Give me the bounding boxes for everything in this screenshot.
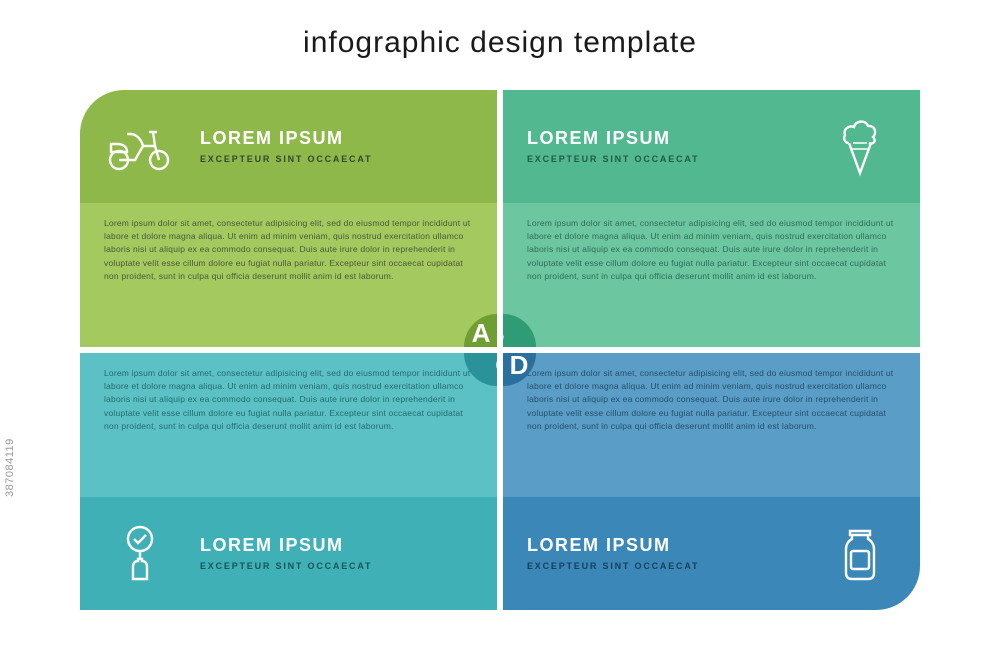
page-title: infographic design template (0, 26, 1000, 60)
panel-c-text: LOREM IPSUM EXCEPTEUR SINT OCCAECAT (200, 536, 497, 572)
badge-b-letter: B (503, 318, 505, 348)
panel-b-heading: LOREM IPSUM (527, 129, 780, 149)
badge-a-letter: A (472, 318, 491, 348)
jar-icon (800, 523, 920, 583)
panel-a-text: LOREM IPSUM EXCEPTEUR SINT OCCAECAT (200, 129, 497, 165)
panel-b-top: LOREM IPSUM EXCEPTEUR SINT OCCAECAT (503, 90, 920, 203)
panel-c-bottom: LOREM IPSUM EXCEPTEUR SINT OCCAECAT (80, 497, 497, 610)
panel-a-heading: LOREM IPSUM (200, 129, 477, 149)
panel-b-subheading: EXCEPTEUR SINT OCCAECAT (527, 154, 780, 164)
panel-d-top: Lorem ipsum dolor sit amet, consectetur … (503, 353, 920, 497)
panel-a: LOREM IPSUM EXCEPTEUR SINT OCCAECAT Lore… (80, 90, 497, 347)
infographic-grid: LOREM IPSUM EXCEPTEUR SINT OCCAECAT Lore… (80, 90, 920, 610)
panel-a-body: Lorem ipsum dolor sit amet, consectetur … (104, 217, 473, 283)
panel-d-body: Lorem ipsum dolor sit amet, consectetur … (527, 367, 896, 433)
panel-d: Lorem ipsum dolor sit amet, consectetur … (503, 353, 920, 610)
panel-c-body: Lorem ipsum dolor sit amet, consectetur … (104, 367, 473, 433)
panel-b: LOREM IPSUM EXCEPTEUR SINT OCCAECAT Lore… (503, 90, 920, 347)
panel-c-heading: LOREM IPSUM (200, 536, 477, 556)
panel-c-top: Lorem ipsum dolor sit amet, consectetur … (80, 353, 497, 497)
panel-d-subheading: EXCEPTEUR SINT OCCAECAT (527, 561, 780, 571)
ice-cream-icon (800, 115, 920, 179)
panel-d-bottom: LOREM IPSUM EXCEPTEUR SINT OCCAECAT (503, 497, 920, 610)
panel-b-bottom: Lorem ipsum dolor sit amet, consectetur … (503, 203, 920, 347)
panel-b-text: LOREM IPSUM EXCEPTEUR SINT OCCAECAT (503, 129, 800, 165)
panel-a-subheading: EXCEPTEUR SINT OCCAECAT (200, 154, 477, 164)
panel-a-bottom: Lorem ipsum dolor sit amet, consectetur … (80, 203, 497, 347)
scooter-icon (80, 122, 200, 172)
hand-check-icon (80, 523, 200, 583)
panel-d-text: LOREM IPSUM EXCEPTEUR SINT OCCAECAT (503, 536, 800, 572)
panel-b-body: Lorem ipsum dolor sit amet, consectetur … (527, 217, 896, 283)
panel-c-subheading: EXCEPTEUR SINT OCCAECAT (200, 561, 477, 571)
panel-c: Lorem ipsum dolor sit amet, consectetur … (80, 353, 497, 610)
badge-c-letter: C (495, 353, 497, 381)
watermark: 387084119 (4, 438, 16, 497)
panel-d-heading: LOREM IPSUM (527, 536, 780, 556)
badge-d-letter: D (510, 353, 529, 381)
panel-a-top: LOREM IPSUM EXCEPTEUR SINT OCCAECAT (80, 90, 497, 203)
